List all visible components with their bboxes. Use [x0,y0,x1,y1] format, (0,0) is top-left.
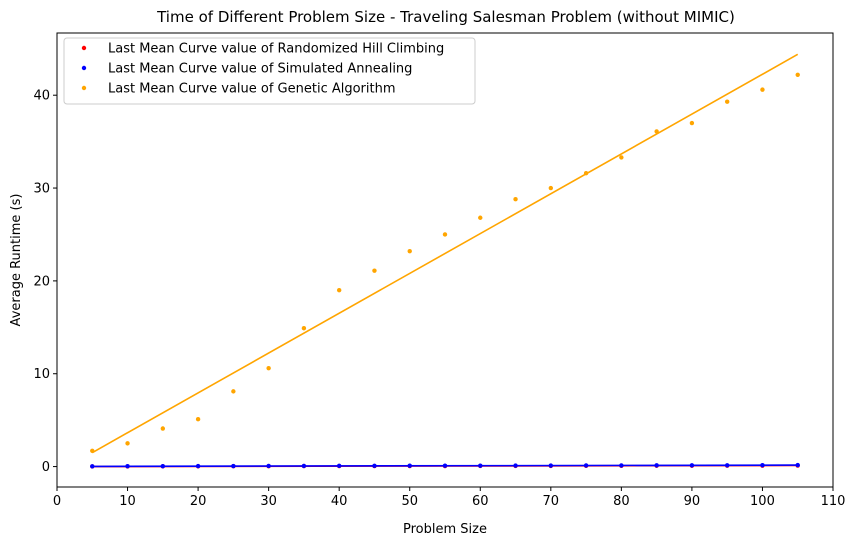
legend-marker [81,65,87,71]
y-tick-label: 40 [33,89,50,104]
data-point [795,72,800,77]
data-point [372,268,377,273]
data-point [231,463,236,469]
legend-marker [81,45,87,51]
y-tick-label: 20 [33,274,50,289]
data-point [195,463,201,469]
data-point [90,448,95,453]
y-tick-label: 10 [33,367,50,382]
x-tick-label: 90 [684,494,701,509]
data-point [654,463,659,468]
data-point [548,185,554,191]
x-tick-label: 0 [53,494,61,509]
data-point [125,441,130,446]
data-point [513,463,518,468]
data-point [583,170,589,176]
axes-frame [56,32,834,488]
x-tick-label: 80 [613,494,630,509]
y-tick-label: 0 [42,460,50,475]
series-3 [90,53,800,454]
data-point [407,463,412,468]
y-tick-label: 30 [33,182,50,197]
x-tick-label: 100 [750,494,775,509]
data-point [689,120,695,126]
data-point [689,463,695,468]
legend-marker [81,85,87,91]
data-point [125,464,130,469]
data-point [478,215,483,220]
x-tick-label: 40 [331,494,348,509]
data-point [160,426,166,431]
data-point [654,129,659,134]
data-point [407,248,412,254]
data-point [583,463,589,468]
data-point [548,463,554,468]
x-axis-label: Problem Size [403,522,487,537]
data-point [619,463,624,468]
data-point [266,463,271,469]
data-point [760,462,765,468]
data-point [301,463,307,469]
x-tick-label: 110 [821,494,846,509]
data-point [231,389,236,394]
data-point [724,99,730,104]
x-tick-label: 50 [401,494,418,509]
data-point [336,463,342,469]
x-tick-label: 60 [472,494,489,509]
legend-entry: Last Mean Curve value of Randomized Hill… [108,42,444,57]
x-tick-label: 30 [260,494,277,509]
trend-line [91,53,799,454]
data-point [372,463,377,469]
legend-entry: Last Mean Curve value of Genetic Algorit… [108,82,396,97]
x-tick-label: 20 [190,494,207,509]
series-2 [90,462,800,469]
legend: Last Mean Curve value of Randomized Hill… [63,37,476,105]
x-axis: 0 10 20 30 40 50 60 70 80 90 100 110 [53,487,846,509]
legend-box [63,37,476,105]
data-point [195,417,201,422]
legend-entry: Last Mean Curve value of Simulated Annea… [108,62,412,77]
data-point [478,463,483,468]
data-point [619,155,624,160]
plot-area [90,53,800,469]
data-point [760,87,765,92]
data-point [513,196,518,202]
data-point [90,464,95,469]
data-point [795,462,800,468]
data-point [301,326,307,331]
y-axis: 0 10 20 30 40 [33,89,57,475]
data-point [442,232,448,237]
chart-title: Time of Different Problem Size - Traveli… [156,8,735,26]
x-tick-label: 70 [543,494,560,509]
data-point [160,464,166,469]
x-tick-label: 10 [119,494,136,509]
data-point [724,463,730,468]
data-point [266,365,271,371]
data-point [442,463,448,468]
data-point [336,287,342,293]
y-axis-label: Average Runtime (s) [9,194,24,327]
